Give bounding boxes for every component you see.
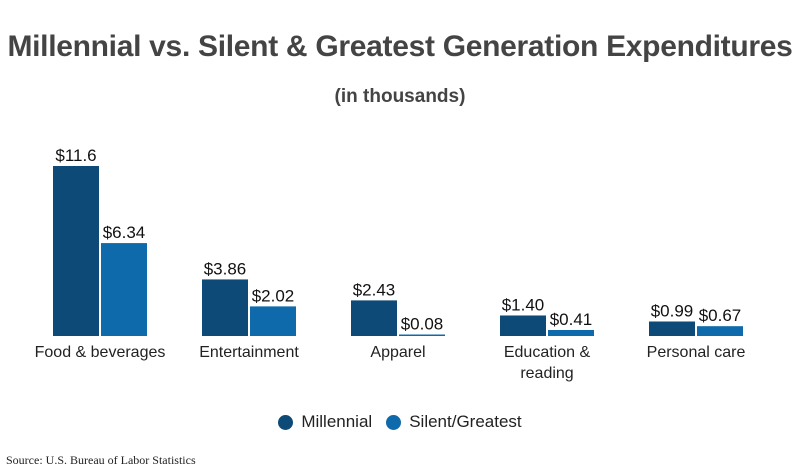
bar-millennial-apparel — [351, 300, 397, 336]
legend-label-millennial: Millennial — [301, 412, 373, 431]
data-label-silent-greatest-entertainment: $2.02 — [252, 286, 295, 305]
data-label-millennial-food-beverages: $11.6 — [55, 146, 96, 165]
category-label-apparel: Apparel — [370, 344, 425, 361]
data-label-millennial-apparel: $2.43 — [353, 280, 396, 299]
category-label-personal-care: Personal care — [647, 344, 746, 361]
bar-millennial-food-beverages — [53, 166, 99, 336]
bar-chart: $11.6 $6.34 Food & beverages $3.86 $2.02 Ente… — [35, 146, 746, 382]
legend-swatch-silent-greatest — [386, 414, 402, 430]
category-label-entertainment: Entertainment — [199, 344, 299, 361]
data-label-silent-greatest-food-beverages: $6.34 — [103, 223, 146, 242]
bar-silent-greatest-apparel — [399, 334, 445, 336]
data-label-silent-greatest-education-reading: $0.41 — [550, 310, 593, 329]
legend-swatch-millennial — [278, 414, 294, 430]
data-label-millennial-personal-care: $0.99 — [651, 301, 694, 320]
category-label-education-reading: Education & reading — [504, 344, 591, 382]
legend-item-millennial: Millennial — [278, 412, 372, 432]
bar-silent-greatest-food-beverages — [101, 243, 147, 336]
legend-item-silent-greatest: Silent/Greatest — [386, 412, 522, 432]
legend-label-silent-greatest: Silent/Greatest — [409, 412, 522, 431]
bar-millennial-entertainment — [202, 279, 248, 336]
data-label-silent-greatest-personal-care: $0.67 — [699, 306, 742, 325]
bar-silent-greatest-personal-care — [697, 326, 743, 336]
bar-millennial-personal-care — [649, 321, 695, 336]
bar-silent-greatest-entertainment — [250, 306, 296, 336]
chart-title: Millennial vs. Silent & Greatest Generat… — [7, 30, 793, 63]
category-label-food-beverages: Food & beverages — [35, 344, 166, 361]
chart-subtitle: (in thousands) — [334, 86, 466, 107]
bar-silent-greatest-education-reading — [548, 329, 594, 336]
data-label-silent-greatest-apparel: $0.08 — [401, 315, 444, 334]
bar-millennial-education-reading — [500, 315, 546, 336]
chart-legend: Millennial Silent/Greatest — [0, 412, 800, 432]
data-label-millennial-entertainment: $3.86 — [204, 259, 247, 278]
source-note: Source: U.S. Bureau of Labor Statistics — [6, 453, 196, 467]
data-label-millennial-education-reading: $1.40 — [502, 295, 545, 314]
